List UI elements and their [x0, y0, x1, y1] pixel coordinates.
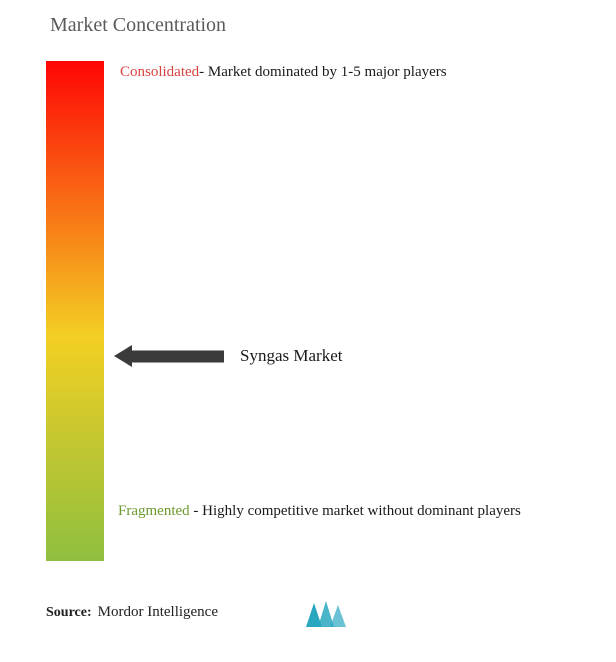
source-name: Mordor Intelligence — [98, 604, 218, 621]
arrow-shaft-icon — [132, 350, 224, 363]
arrow-head-icon — [114, 345, 132, 367]
chart-title: Market Concentration — [50, 14, 576, 37]
chart-body: Consolidated- Market dominated by 1-5 ma… — [46, 61, 576, 561]
market-name-label: Syngas Market — [240, 346, 342, 366]
arrow-icon — [114, 345, 224, 367]
market-pointer: Syngas Market — [114, 345, 342, 367]
fragmented-description: - Highly competitive market without domi… — [190, 503, 521, 519]
source-row: Source: Mordor Intelligence — [46, 591, 576, 634]
mordor-logo-icon — [304, 599, 348, 634]
fragmented-highlight: Fragmented — [118, 503, 190, 519]
consolidated-highlight: Consolidated — [120, 64, 199, 80]
labels-column: Consolidated- Market dominated by 1-5 ma… — [114, 61, 576, 561]
concentration-gradient-bar — [46, 61, 104, 561]
fragmented-label: Fragmented - Highly competitive market w… — [118, 496, 521, 526]
source-prefix: Source: — [46, 605, 92, 621]
consolidated-description: - Market dominated by 1-5 major players — [199, 64, 446, 80]
consolidated-label: Consolidated- Market dominated by 1-5 ma… — [120, 62, 447, 83]
